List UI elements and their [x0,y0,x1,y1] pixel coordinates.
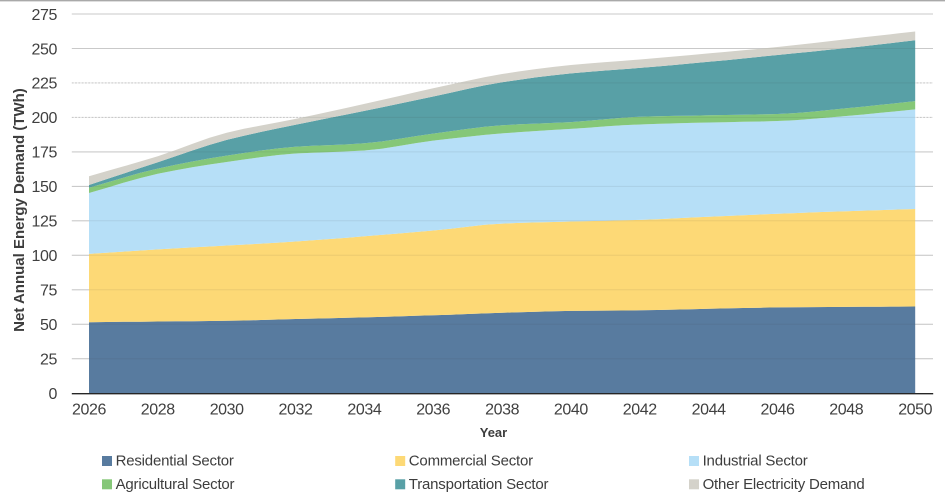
svg-text:2038: 2038 [485,402,519,419]
svg-text:275: 275 [32,7,58,24]
svg-text:Commercial Sector: Commercial Sector [409,453,533,470]
svg-text:2036: 2036 [416,402,450,419]
svg-text:Year: Year [480,425,507,440]
svg-text:2042: 2042 [623,402,657,419]
svg-text:100: 100 [32,248,58,265]
svg-text:200: 200 [32,110,58,127]
svg-text:75: 75 [40,283,57,300]
svg-text:2032: 2032 [279,402,313,419]
svg-text:150: 150 [32,179,58,196]
svg-text:2034: 2034 [347,402,381,419]
svg-text:Net Annual Energy Demand (TWh): Net Annual Energy Demand (TWh) [11,88,28,332]
svg-text:2048: 2048 [829,402,863,419]
svg-text:250: 250 [32,41,58,58]
svg-text:2046: 2046 [761,402,795,419]
svg-text:2028: 2028 [141,402,175,419]
svg-text:2040: 2040 [554,402,588,419]
svg-text:25: 25 [40,352,57,369]
svg-text:2050: 2050 [898,402,932,419]
svg-text:Agricultural Sector: Agricultural Sector [116,476,235,493]
svg-text:2030: 2030 [210,402,244,419]
svg-text:2044: 2044 [692,402,726,419]
svg-text:225: 225 [32,76,58,93]
svg-text:50: 50 [40,317,57,334]
svg-text:Other Electricity Demand: Other Electricity Demand [703,476,865,493]
svg-text:0: 0 [49,386,58,403]
svg-text:175: 175 [32,145,58,162]
svg-text:125: 125 [32,214,58,231]
svg-text:Transportation Sector: Transportation Sector [409,476,549,493]
svg-text:Industrial Sector: Industrial Sector [703,453,808,470]
svg-text:Residential Sector: Residential Sector [116,453,234,470]
svg-text:2026: 2026 [72,402,106,419]
